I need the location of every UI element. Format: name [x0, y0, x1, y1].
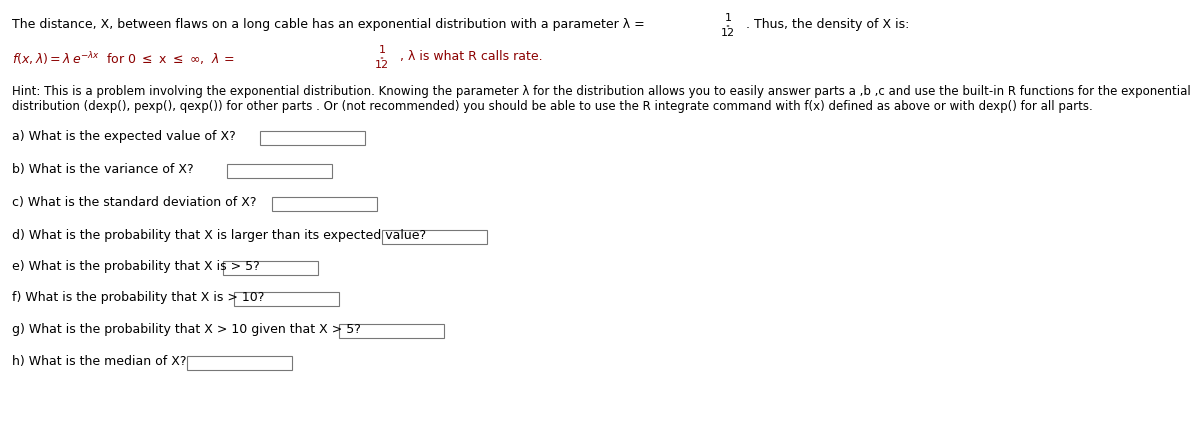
Bar: [223, 261, 318, 275]
Text: d) What is the probability that X is larger than its expected value?: d) What is the probability that X is lar…: [12, 229, 426, 242]
Text: . Thus, the density of X is:: . Thus, the density of X is:: [746, 18, 910, 31]
Text: , λ is what R calls rate.: , λ is what R calls rate.: [400, 50, 542, 63]
Text: c) What is the standard deviation of X?: c) What is the standard deviation of X?: [12, 196, 257, 209]
Text: 1: 1: [725, 13, 732, 23]
Bar: [272, 197, 377, 211]
Text: a) What is the expected value of X?: a) What is the expected value of X?: [12, 130, 235, 143]
Text: Hint: This is a problem involving the exponential distribution. Knowing the para: Hint: This is a problem involving the ex…: [12, 85, 1190, 98]
Text: h) What is the median of X?: h) What is the median of X?: [12, 355, 186, 368]
Bar: [227, 164, 332, 178]
Bar: [234, 292, 340, 306]
Text: $f(x,\lambda) = \lambda\,e^{-\lambda x}$  for 0 $\leq$ x $\leq$ $\infty$,  $\lam: $f(x,\lambda) = \lambda\,e^{-\lambda x}$…: [12, 50, 235, 67]
Text: g) What is the probability that X > 10 given that X > 5?: g) What is the probability that X > 10 g…: [12, 323, 361, 336]
Text: f) What is the probability that X is > 10?: f) What is the probability that X is > 1…: [12, 291, 264, 304]
Text: distribution (dexp(), pexp(), qexp()) for other parts . Or (not recommended) you: distribution (dexp(), pexp(), qexp()) fo…: [12, 100, 1093, 113]
Bar: [187, 356, 292, 370]
Text: 12: 12: [374, 60, 389, 70]
Bar: [340, 324, 444, 338]
Text: e) What is the probability that X is > 5?: e) What is the probability that X is > 5…: [12, 260, 259, 273]
Text: 12: 12: [721, 28, 736, 38]
Bar: [260, 131, 365, 145]
Bar: [382, 230, 487, 244]
Text: b) What is the variance of X?: b) What is the variance of X?: [12, 163, 193, 176]
Text: The distance, X, between flaws on a long cable has an exponential distribution w: The distance, X, between flaws on a long…: [12, 18, 649, 31]
Text: 1: 1: [378, 45, 385, 55]
